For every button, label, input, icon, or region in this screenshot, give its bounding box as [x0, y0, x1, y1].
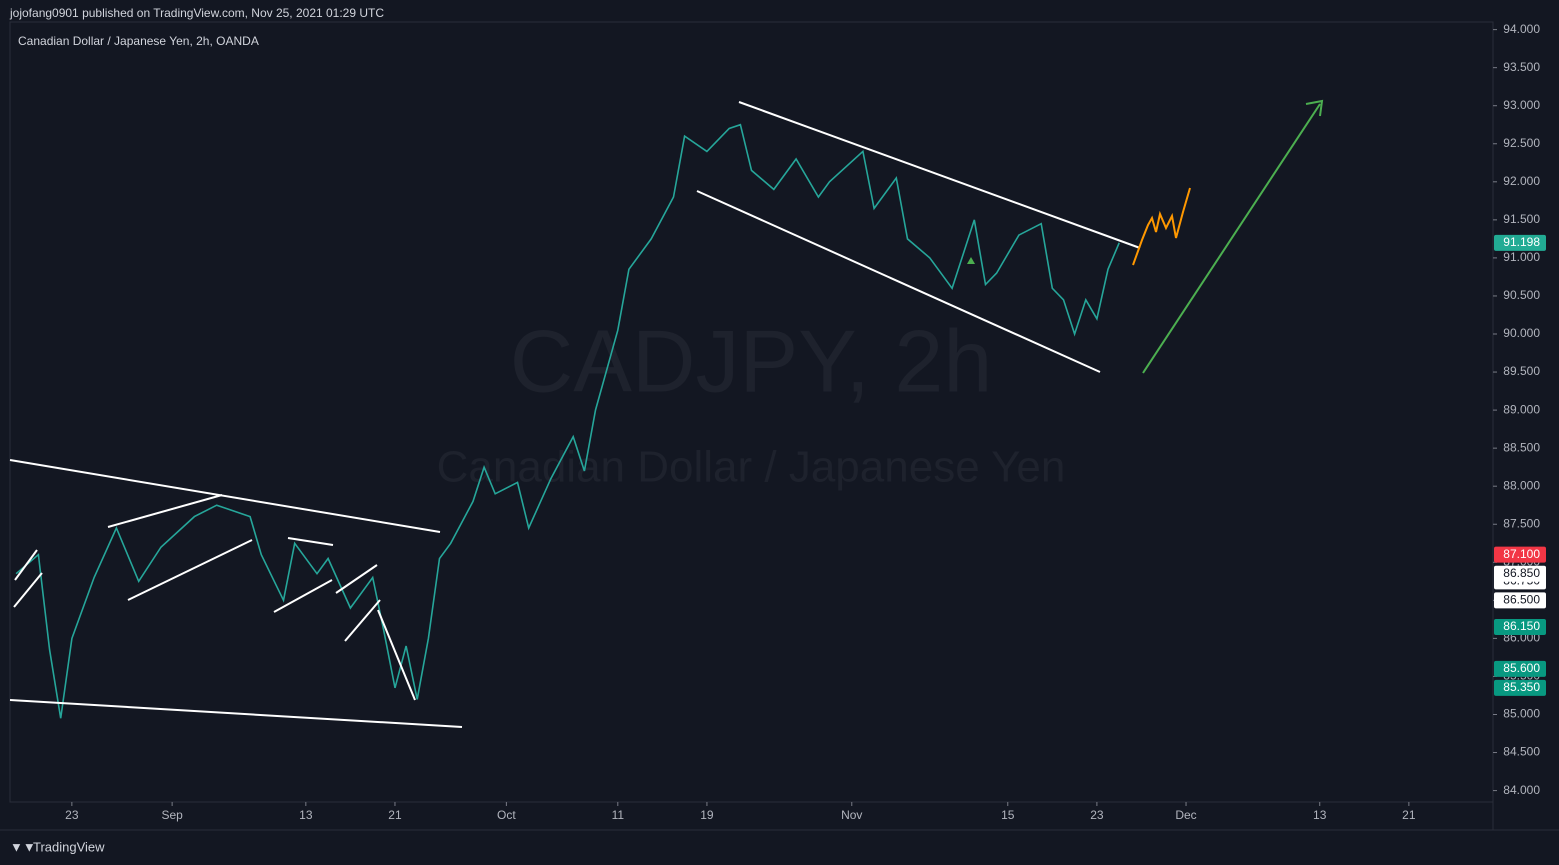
y-tick-label: 89.500	[1503, 364, 1540, 378]
y-tick-label: 90.000	[1503, 326, 1540, 340]
x-tick-label: 23	[1090, 808, 1104, 822]
y-tick-label: 89.000	[1503, 402, 1540, 416]
price-label-box	[1494, 679, 1546, 696]
legend: Canadian Dollar / Japanese Yen, 2h, OAND…	[18, 34, 259, 48]
price-label-box	[1494, 592, 1546, 609]
price-label-box	[1494, 565, 1546, 582]
x-tick-label: 21	[1402, 808, 1416, 822]
x-tick-label: 11	[612, 808, 625, 822]
x-tick-label: Dec	[1175, 808, 1196, 822]
price-line	[15, 123, 1120, 719]
price-label-box	[1494, 234, 1546, 251]
marker	[967, 257, 975, 264]
price-label: 86.150	[1503, 619, 1540, 633]
x-tick-label: Oct	[497, 808, 516, 822]
price-label: 86.500	[1503, 593, 1540, 607]
x-tick-label: 15	[1001, 808, 1015, 822]
price-label: 85.600	[1503, 661, 1540, 675]
footer: TradingView	[33, 839, 105, 854]
projection	[1132, 187, 1191, 266]
y-tick-label: 87.500	[1503, 516, 1540, 530]
y-tick-label: 92.500	[1503, 136, 1540, 150]
y-tick-label: 84.500	[1503, 745, 1540, 759]
x-tick-label: 19	[700, 808, 714, 822]
price-label-box	[1494, 618, 1546, 635]
price-label: 91.198	[1503, 235, 1540, 249]
x-tick-label: 23	[65, 808, 79, 822]
watermark: Canadian Dollar / Japanese Yen	[437, 443, 1066, 492]
drawings	[9, 101, 1141, 728]
y-tick-label: 88.000	[1503, 478, 1540, 492]
y-tick-label: 84.000	[1503, 783, 1540, 797]
plot-area	[9, 21, 1494, 803]
watermark: CADJPY, 2h	[510, 311, 993, 410]
y-tick-label: 93.500	[1503, 60, 1540, 74]
y-tick-label: 94.000	[1503, 22, 1540, 36]
price-label: 85.350	[1503, 680, 1540, 694]
y-tick-label: 92.000	[1503, 174, 1540, 188]
price-label-box	[1494, 660, 1546, 677]
y-tick-label: 91.500	[1503, 212, 1540, 226]
price-label-box	[1494, 546, 1546, 563]
price-label: 87.100	[1503, 547, 1540, 561]
y-tick-label: 90.500	[1503, 288, 1540, 302]
price-label: 86.850	[1503, 566, 1540, 580]
x-tick-label: 21	[388, 808, 402, 822]
y-tick-label: 85.000	[1503, 707, 1540, 721]
header: jojofang0901 published on TradingView.co…	[9, 6, 384, 20]
axes: 84.00084.50085.00085.50086.00086.50087.0…	[65, 22, 1546, 822]
x-tick-label: 13	[299, 808, 313, 822]
x-tick-label: Nov	[841, 808, 862, 822]
y-tick-label: 88.500	[1503, 440, 1540, 454]
x-tick-label: Sep	[161, 808, 183, 822]
x-tick-label: 13	[1313, 808, 1327, 822]
logo-mark: ▼▼	[10, 839, 36, 854]
target-arrow	[1142, 99, 1324, 374]
y-tick-label: 91.000	[1503, 250, 1540, 264]
y-tick-label: 93.000	[1503, 98, 1540, 112]
marks	[15, 123, 1120, 719]
